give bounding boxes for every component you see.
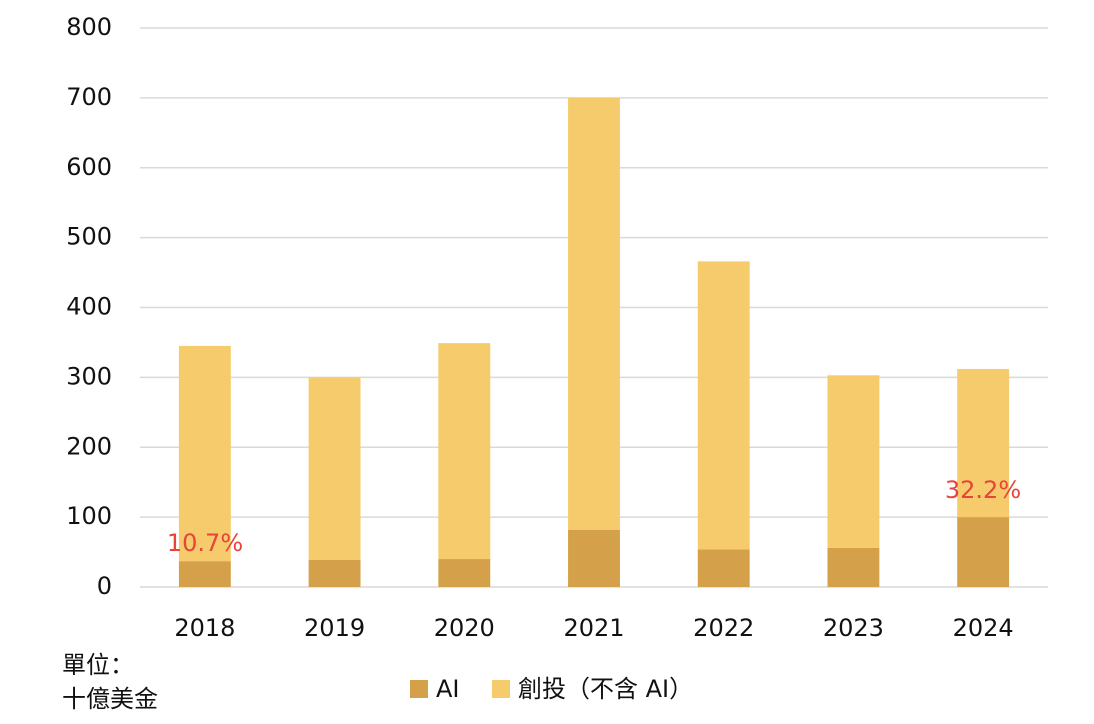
bar-segment <box>438 343 491 560</box>
legend-label: AI <box>436 675 460 703</box>
legend-swatch <box>410 680 428 698</box>
bar-segment <box>568 97 620 530</box>
bar-segment <box>178 561 231 587</box>
bar-segment <box>308 377 361 560</box>
y-tick-label: 200 <box>66 432 112 460</box>
annotation: 10.7% <box>167 529 243 557</box>
unit-label: 單位： <box>62 651 134 679</box>
y-tick-label: 500 <box>66 223 112 251</box>
bar-segment <box>178 345 231 562</box>
unit-label: 十億美金 <box>62 685 158 713</box>
y-tick-label: 700 <box>66 83 112 111</box>
x-tick-label: 2019 <box>304 614 365 642</box>
y-tick-label: 300 <box>66 362 112 390</box>
x-tick-label: 2021 <box>563 614 624 642</box>
x-tick-label: 2020 <box>434 614 495 642</box>
bar-segment <box>957 517 1010 587</box>
bar-segment <box>438 559 491 587</box>
x-tick-label: 2024 <box>953 614 1014 642</box>
y-tick-label: 400 <box>66 293 112 321</box>
y-tick-label: 0 <box>97 572 112 600</box>
bar-segment <box>827 375 880 548</box>
bar-segment <box>308 559 361 587</box>
x-tick-label: 2023 <box>823 614 884 642</box>
x-tick-label: 2022 <box>693 614 754 642</box>
y-tick-label: 100 <box>66 502 112 530</box>
y-tick-label: 600 <box>66 153 112 181</box>
y-tick-label: 800 <box>66 13 112 41</box>
annotation: 32.2% <box>945 476 1021 504</box>
legend-label: 創投（不含 AI） <box>518 675 693 703</box>
bar-segment <box>568 529 620 587</box>
bar-segment <box>827 547 880 587</box>
legend-swatch <box>492 680 510 698</box>
bar-segment <box>957 368 1010 518</box>
bar-segment <box>697 261 750 550</box>
bar-segment <box>697 549 750 587</box>
x-tick-label: 2018 <box>174 614 235 642</box>
